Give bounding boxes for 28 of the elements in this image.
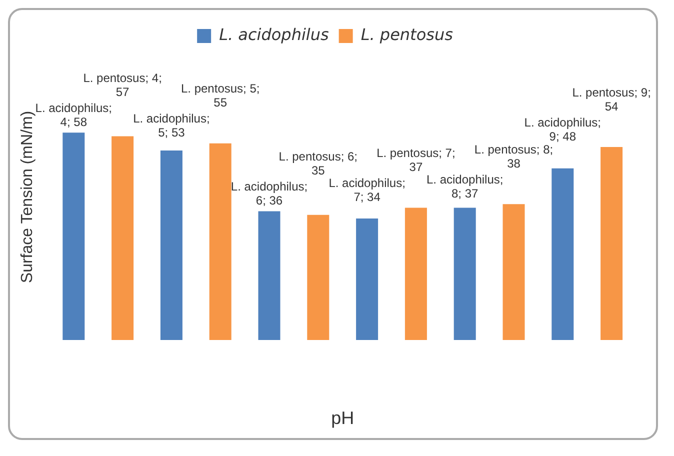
data-label: L. pentosus; 4; 57 <box>83 70 162 99</box>
x-axis-title: pH <box>331 408 354 428</box>
bar <box>160 150 182 340</box>
data-label: L. acidophilus; 8; 37 <box>426 172 504 200</box>
data-label: L. acidophilus; 5; 53 <box>133 112 210 140</box>
data-label: L. acidophilus; 6; 36 <box>230 180 308 208</box>
data-label: L. acidophilus; 9; 48 <box>524 115 602 144</box>
data-label: L. pentosus; 8; 38 <box>474 142 554 170</box>
bar <box>600 146 623 340</box>
bar <box>258 211 280 340</box>
bar <box>62 132 85 340</box>
legend-label: L. acidophilus <box>219 25 329 44</box>
legend-label: L. pentosus <box>360 25 453 44</box>
bar <box>552 168 574 340</box>
bar <box>454 208 476 340</box>
y-axis-title: Surface Tension (mN/m) <box>19 110 36 284</box>
bar <box>502 204 525 340</box>
data-label: L. pentosus; 9; 54 <box>572 85 651 114</box>
bar <box>356 218 378 340</box>
bar <box>307 214 330 340</box>
bar <box>404 208 427 340</box>
data-label: L. pentosus; 7; 37 <box>376 146 456 174</box>
data-label: L. pentosus; 6; 35 <box>278 150 358 178</box>
bar <box>112 136 134 340</box>
data-label: L. acidophilus; 7; 34 <box>328 176 406 204</box>
data-label: L. acidophilus; 4; 58 <box>35 100 112 129</box>
bar <box>209 143 232 340</box>
data-label: L. pentosus; 5; 55 <box>180 82 260 110</box>
